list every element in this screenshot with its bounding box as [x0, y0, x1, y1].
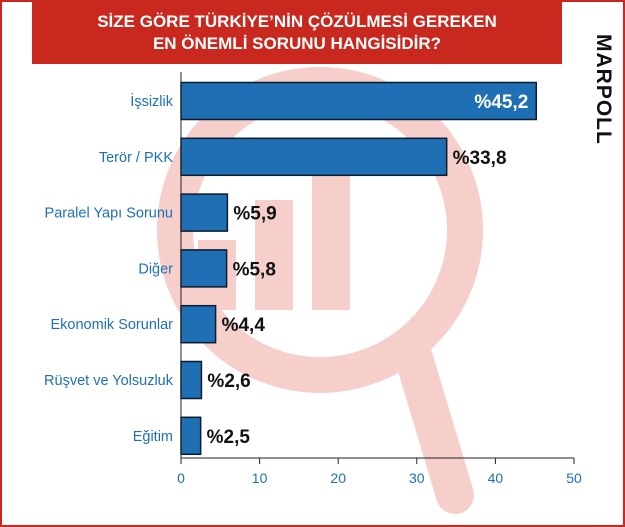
- x-tick-label-0: 0: [177, 470, 185, 486]
- chart-title-line-1: SİZE GÖRE TÜRKİYE’NİN ÇÖZÜLMESİ GEREKEN: [97, 12, 497, 31]
- x-tick-label-1: 10: [252, 470, 268, 486]
- marpoll-logo: MARPOLL: [588, 34, 618, 154]
- value-label-5: %2,6: [207, 371, 250, 392]
- chart-title-line-2: EN ÖNEMLİ SORUNU HANGİSİDİR?: [152, 34, 442, 53]
- x-tick-label-5: 50: [566, 470, 582, 486]
- category-label-6: Eğitim: [133, 429, 173, 445]
- x-axis: 0 10 20 30 40 50: [177, 72, 582, 486]
- value-label-0: %45,2: [474, 92, 528, 113]
- category-label-4: Ekonomik Sorunlar: [51, 317, 174, 333]
- title-banner: SİZE GÖRE TÜRKİYE’NİN ÇÖZÜLMESİ GEREKEN …: [32, 2, 562, 64]
- value-label-3: %5,8: [233, 259, 276, 280]
- logo-text: MARPOLL: [592, 34, 615, 145]
- bar-5: [180, 360, 203, 400]
- category-label-5: Rüşvet ve Yolsuzluk: [44, 373, 174, 389]
- bar-6: [180, 416, 202, 456]
- bar-1: [180, 137, 448, 177]
- x-tick-label-3: 30: [409, 470, 425, 486]
- category-label-3: Diğer: [138, 261, 173, 277]
- bar-4: [180, 304, 217, 344]
- bar-0: [180, 81, 538, 121]
- bars-group: İşsizlik %45,2 Terör / PKK %33,8 Paralel Yap…: [44, 81, 538, 456]
- bar-2: [180, 193, 229, 232]
- value-label-2: %5,9: [233, 204, 276, 225]
- x-tick-label-4: 40: [488, 470, 504, 486]
- bar-3: [180, 249, 228, 288]
- x-tick-label-2: 20: [330, 470, 346, 486]
- category-label-0: İşsizlik: [130, 92, 173, 110]
- category-label-1: Terör / PKK: [99, 150, 173, 166]
- value-label-6: %2,5: [207, 427, 251, 448]
- value-label-1: %33,8: [453, 148, 507, 169]
- category-label-2: Paralel Yapı Sorunu: [45, 206, 173, 222]
- value-label-4: %4,4: [222, 315, 266, 336]
